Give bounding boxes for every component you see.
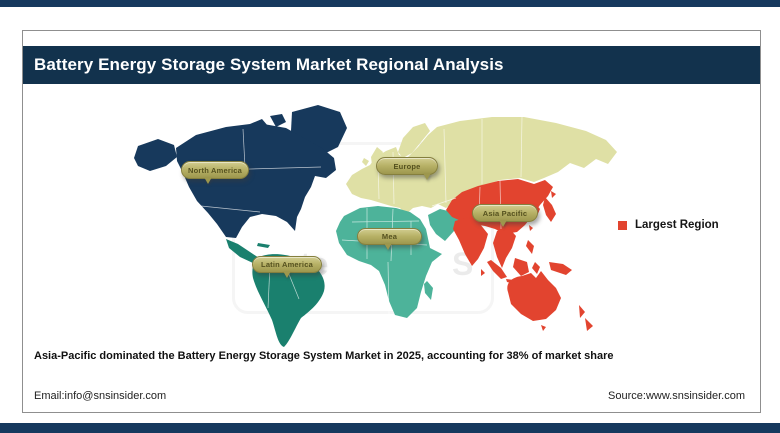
watermark-text: S (452, 246, 474, 282)
label-latin-america: Latin America (252, 256, 322, 273)
label-mea-text: Mea (381, 232, 398, 241)
legend: Largest Region (618, 219, 719, 231)
label-europe-text: Europe (393, 161, 421, 171)
label-north-america: North America (181, 161, 249, 179)
summary-text: Asia-Pacific dominated the Battery Energ… (34, 350, 614, 362)
footer-source: Source:www.snsinsider.com (608, 390, 745, 402)
bottom-border-strip (0, 423, 780, 433)
label-mea: Mea (357, 228, 422, 245)
title-bar: Battery Energy Storage System Market Reg… (23, 46, 760, 84)
label-north-america-text: North America (187, 165, 242, 175)
label-asia-pacific: Asia Pacific (472, 204, 538, 222)
legend-swatch-largest-region (618, 220, 627, 230)
page-title: Battery Energy Storage System Market Reg… (34, 55, 504, 74)
legend-label: Largest Region (635, 219, 719, 231)
label-europe: Europe (376, 157, 438, 175)
top-border-strip (0, 0, 780, 7)
label-latin-america-text: Latin America (261, 260, 313, 269)
footer-email: Email:info@snsinsider.com (34, 390, 167, 402)
label-asia-pacific-text: Asia Pacific (482, 208, 528, 218)
